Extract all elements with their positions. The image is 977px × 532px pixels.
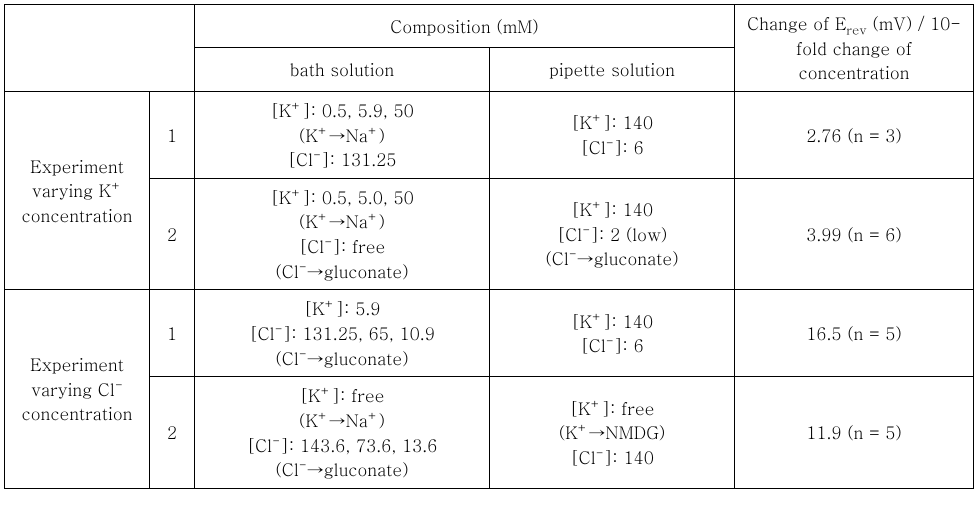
group-cl: Experiment varying Cl- concentration bbox=[5, 290, 150, 488]
erev-cell: 3.99 (n = 6) bbox=[735, 178, 974, 290]
header-blank bbox=[5, 5, 195, 92]
pipette-cell: [K+]: 140[Cl-]: 6 bbox=[490, 91, 735, 178]
row-num: 1 bbox=[150, 91, 195, 178]
pipette-cell: [K+]: free(K+→NMDG)[Cl-]: 140 bbox=[490, 377, 735, 489]
table-row: 2 [K+]: free(K+→Na+)[Cl-]: 143.6, 73.6, … bbox=[5, 377, 974, 489]
bath-cell: [K+]: 0.5, 5.0, 50(K+→Na+)[Cl-]: free(Cl… bbox=[195, 178, 490, 290]
header-pipette: pipette solution bbox=[490, 48, 735, 91]
pipette-cell: [K+]: 140[Cl-]: 6 bbox=[490, 290, 735, 377]
header-erev: Change of Erev (mV) / 10-fold change of … bbox=[735, 5, 974, 92]
bath-cell: [K+]: 0.5, 5.9, 50(K+→Na+)[Cl-]: 131.25 bbox=[195, 91, 490, 178]
row-num: 2 bbox=[150, 377, 195, 489]
row-num: 1 bbox=[150, 290, 195, 377]
erev-cell: 11.9 (n = 5) bbox=[735, 377, 974, 489]
bath-cell: [K+]: 5.9[Cl-]: 131.25, 65, 10.9(Cl-→glu… bbox=[195, 290, 490, 377]
table-row: 2 [K+]: 0.5, 5.0, 50(K+→Na+)[Cl-]: free(… bbox=[5, 178, 974, 290]
table-row: Experiment varying Cl- concentration 1 [… bbox=[5, 290, 974, 377]
bath-cell: [K+]: free(K+→Na+)[Cl-]: 143.6, 73.6, 13… bbox=[195, 377, 490, 489]
pipette-cell: [K+]: 140[Cl-]: 2 (low)(Cl-→gluconate) bbox=[490, 178, 735, 290]
group-k: Experiment varying K+ concentration bbox=[5, 91, 150, 289]
header-composition: Composition (mM) bbox=[195, 5, 735, 48]
row-num: 2 bbox=[150, 178, 195, 290]
table-row: Experiment varying K+ concentration 1 [K… bbox=[5, 91, 974, 178]
erev-cell: 2.76 (n = 3) bbox=[735, 91, 974, 178]
header-bath: bath solution bbox=[195, 48, 490, 91]
erev-cell: 16.5 (n = 5) bbox=[735, 290, 974, 377]
experiment-table: Composition (mM) Change of Erev (mV) / 1… bbox=[4, 4, 974, 489]
table-header-row-1: Composition (mM) Change of Erev (mV) / 1… bbox=[5, 5, 974, 48]
